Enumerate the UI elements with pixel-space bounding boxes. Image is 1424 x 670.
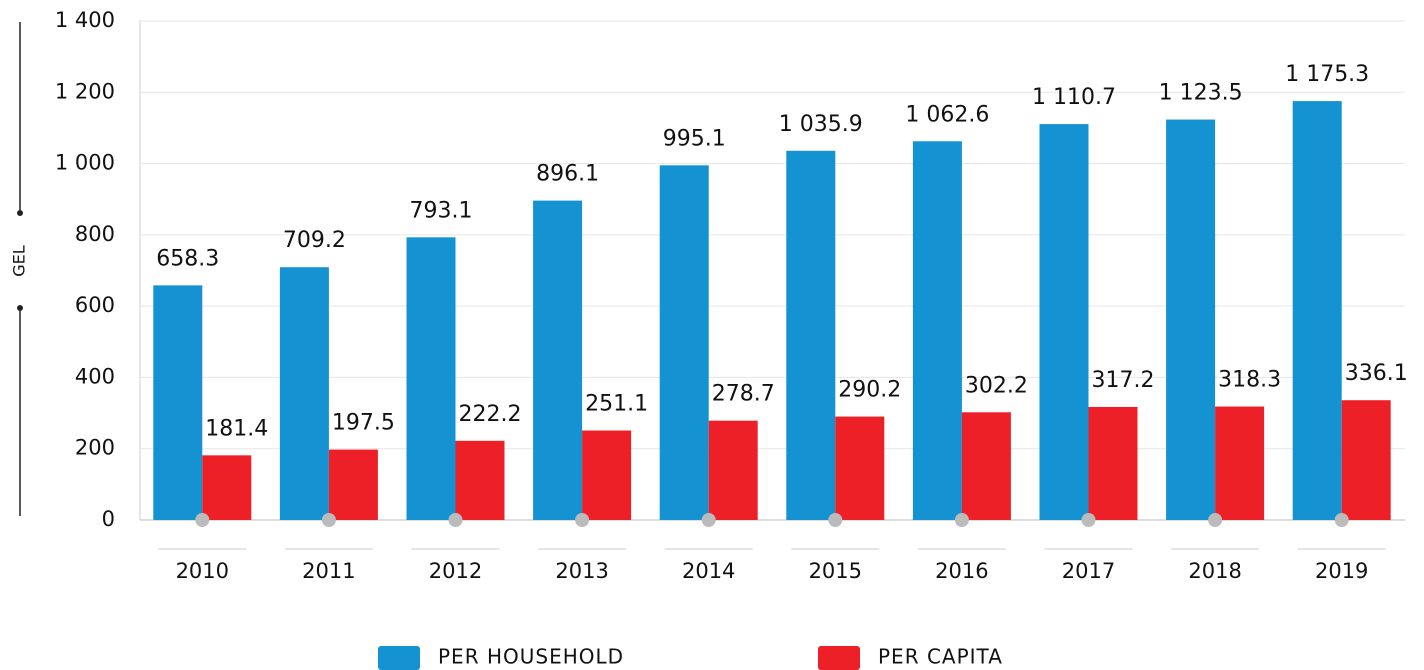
x-tick-label: 2013 (555, 559, 608, 583)
data-label: 658.3 (156, 246, 219, 271)
bar (786, 150, 836, 521)
bar (455, 440, 505, 520)
axis-dot (195, 513, 210, 527)
x-tick-label: 2014 (682, 559, 735, 583)
x-tick-label: 2011 (302, 559, 355, 583)
data-label: 302.2 (965, 373, 1028, 398)
data-label: 709.2 (283, 228, 346, 253)
data-label: 222.2 (459, 402, 522, 427)
y-tick-label: 200 (75, 436, 115, 460)
x-tick-label: 2016 (935, 559, 988, 583)
bar (202, 455, 252, 520)
bar (406, 237, 456, 520)
data-label: 197.5 (332, 411, 395, 436)
axis-dot (1334, 513, 1349, 527)
bar (1039, 124, 1089, 521)
axis-dot (321, 513, 336, 527)
legend-swatch (378, 646, 420, 670)
data-label: 251.1 (585, 392, 648, 417)
data-label: 1 110.7 (1032, 85, 1116, 110)
data-label: 278.7 (712, 382, 775, 407)
bar (1341, 400, 1391, 520)
axis-dot (701, 513, 716, 527)
y-tick-label: 800 (75, 222, 115, 246)
data-label: 1 035.9 (779, 112, 863, 137)
axis-dot (448, 513, 463, 527)
y-tick-label: 600 (75, 293, 115, 317)
y-tick-label: 400 (75, 364, 115, 388)
bar (1166, 119, 1216, 521)
x-tick-label: 2019 (1315, 559, 1368, 583)
bar (835, 416, 885, 520)
x-tick-label: 2018 (1188, 559, 1241, 583)
data-label: 318.3 (1218, 368, 1281, 393)
y-tick-label: 1 200 (55, 79, 115, 103)
data-label: 1 175.3 (1285, 62, 1369, 87)
y-tick-label: 1 400 (55, 8, 115, 32)
bar (708, 420, 758, 520)
data-label: 317.2 (1092, 368, 1155, 393)
data-label: 290.2 (838, 378, 901, 403)
bar (153, 285, 203, 520)
y-tick-label: 1 000 (55, 151, 115, 175)
x-tick-label: 2015 (809, 559, 862, 583)
bar (1292, 101, 1342, 520)
y-label-dot (17, 210, 23, 216)
legend-label: PER CAPITA (878, 645, 1003, 669)
bar (533, 200, 583, 520)
x-tick-label: 2012 (429, 559, 482, 583)
y-label-dot (17, 305, 23, 311)
data-label: 1 062.6 (905, 102, 989, 127)
data-label: 896.1 (536, 162, 599, 187)
axis-dot (954, 513, 969, 527)
axis-dot (1081, 513, 1096, 527)
data-label: 793.1 (410, 198, 473, 223)
x-tick-label: 2010 (176, 559, 229, 583)
bar (582, 430, 632, 520)
data-label: 995.1 (663, 126, 726, 151)
axis-dot (575, 513, 590, 527)
data-label: 181.4 (205, 416, 268, 441)
legend-label: PER HOUSEHOLD (438, 645, 624, 669)
bar (1215, 406, 1265, 520)
data-label: 336.1 (1345, 361, 1408, 386)
y-tick-label: 0 (102, 507, 115, 531)
axis-dot (1208, 513, 1223, 527)
y-axis-label: GEL (10, 245, 29, 277)
bar (961, 412, 1011, 520)
bar (659, 165, 709, 520)
bar (328, 449, 378, 520)
bar (1088, 406, 1138, 520)
x-tick-label: 2017 (1062, 559, 1115, 583)
axis-dot (828, 513, 843, 527)
bar (912, 141, 962, 520)
legend-swatch (818, 646, 860, 670)
data-label: 1 123.5 (1159, 81, 1243, 106)
bar (279, 267, 329, 520)
